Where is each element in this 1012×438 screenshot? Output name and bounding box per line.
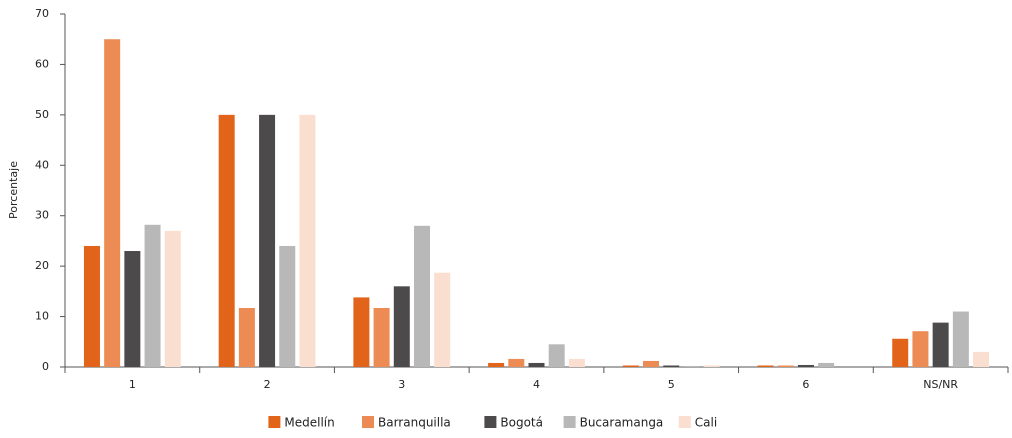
x-tick-label: 2 — [264, 378, 271, 391]
bar — [777, 365, 794, 367]
legend-swatch — [563, 416, 576, 428]
bar — [663, 365, 680, 367]
y-tick-label: 10 — [35, 310, 49, 323]
legend-label: Medellín — [284, 416, 334, 430]
bar — [373, 307, 390, 367]
y-tick-label: 0 — [42, 360, 49, 373]
bar — [488, 362, 505, 367]
bar — [973, 351, 990, 367]
bar — [548, 344, 565, 367]
legend-swatch — [268, 416, 281, 428]
legend-label: Bogotá — [500, 416, 543, 430]
bar — [952, 311, 969, 367]
x-tick-label: NS/NR — [923, 378, 958, 391]
bar — [683, 365, 700, 367]
bar — [622, 365, 639, 367]
legend-label: Bucaramanga — [580, 416, 664, 430]
bar — [144, 224, 161, 367]
y-tick-label: 30 — [35, 209, 49, 222]
bar — [164, 230, 181, 367]
bar — [238, 307, 255, 367]
legend-swatch — [678, 416, 691, 428]
legend-swatch — [362, 416, 374, 428]
bar — [508, 358, 525, 367]
legend-label: Cali — [695, 416, 717, 430]
bar — [434, 272, 451, 367]
bar — [413, 225, 430, 367]
bar — [528, 362, 545, 367]
bar — [703, 365, 720, 367]
bar — [818, 362, 835, 367]
bar — [124, 251, 141, 367]
bar — [299, 114, 316, 367]
x-tick-label: 3 — [398, 378, 405, 391]
bar — [279, 245, 296, 367]
y-axis-label: Porcentaje — [7, 161, 20, 219]
legend-swatch — [484, 416, 497, 428]
y-tick-label: 40 — [35, 158, 49, 171]
bar — [393, 286, 410, 367]
bar — [643, 360, 660, 367]
bar — [218, 114, 235, 367]
x-tick-label: 6 — [802, 378, 809, 391]
bar — [797, 364, 814, 367]
bar — [83, 245, 100, 367]
x-tick-label: 5 — [668, 378, 675, 391]
x-tick-label: 4 — [533, 378, 540, 391]
bar — [104, 39, 121, 367]
y-tick-label: 50 — [35, 108, 49, 121]
bar — [757, 365, 774, 367]
bar — [892, 338, 909, 367]
bar — [353, 297, 370, 367]
bar — [912, 331, 929, 367]
bar — [932, 322, 949, 367]
y-tick-label: 60 — [35, 57, 49, 70]
legend-label: Barranquilla — [378, 416, 451, 430]
x-tick-label: 1 — [129, 378, 136, 391]
y-tick-label: 70 — [35, 7, 49, 20]
y-tick-label: 20 — [35, 259, 49, 272]
bar — [568, 358, 585, 367]
bar — [259, 114, 276, 367]
